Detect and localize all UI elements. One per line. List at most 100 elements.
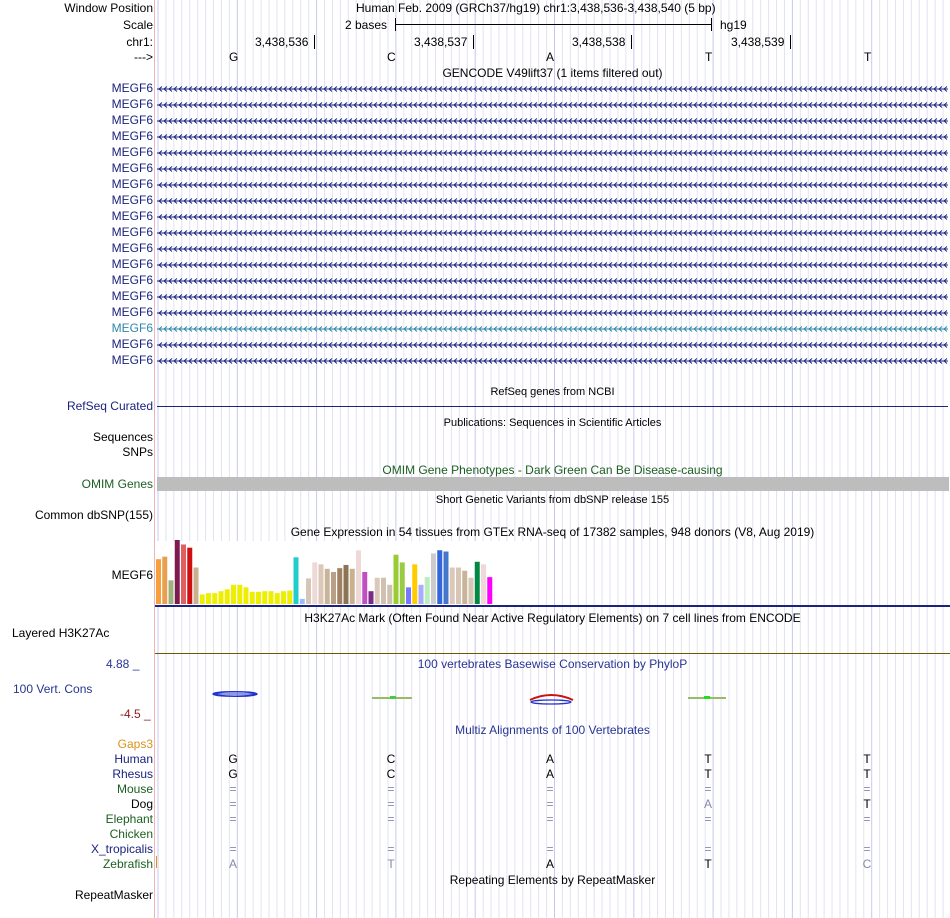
gtex-tissue-bar[interactable] xyxy=(206,593,211,604)
gencode-transcript-line[interactable] xyxy=(157,213,948,221)
phylop-graph[interactable] xyxy=(155,680,950,710)
h3k27ac-track-label[interactable]: Layered H3K27Ac xyxy=(12,626,110,640)
gtex-tissue-bar[interactable] xyxy=(331,572,336,604)
gencode-transcript-line[interactable] xyxy=(157,101,948,109)
multiz-species-label[interactable]: Elephant xyxy=(105,812,153,826)
gtex-tissue-bar[interactable] xyxy=(299,598,305,604)
gencode-gene-label[interactable]: MEGF6 xyxy=(111,353,153,367)
gencode-transcript-line[interactable] xyxy=(157,85,948,93)
gtex-tissue-bar[interactable] xyxy=(337,568,343,604)
multiz-species-label[interactable]: Rhesus xyxy=(112,767,153,781)
gtex-tissue-bar[interactable] xyxy=(356,550,361,604)
gtex-tissue-bar[interactable] xyxy=(343,564,349,604)
gencode-gene-label[interactable]: MEGF6 xyxy=(111,305,153,319)
gtex-tissue-bar[interactable] xyxy=(199,594,205,604)
phylop-track-label[interactable]: 100 Vert. Cons xyxy=(13,682,93,696)
multiz-species-label[interactable]: Human xyxy=(114,752,153,766)
gencode-gene-label[interactable]: MEGF6 xyxy=(111,145,153,159)
refseq-track-title[interactable]: RefSeq genes from NCBI xyxy=(490,386,615,398)
omim-track-title[interactable]: OMIM Gene Phenotypes - Dark Green Can Be… xyxy=(382,463,723,477)
gencode-gene-label[interactable]: MEGF6 xyxy=(111,97,153,111)
gtex-tissue-bar[interactable] xyxy=(431,553,436,604)
gtex-tissue-bar[interactable] xyxy=(362,572,368,604)
gtex-tissue-bar[interactable] xyxy=(262,591,268,604)
gtex-track-label[interactable]: MEGF6 xyxy=(111,568,153,582)
gencode-transcript-line[interactable] xyxy=(157,261,948,269)
gtex-tissue-bar[interactable] xyxy=(437,550,443,604)
gtex-tissue-bar[interactable] xyxy=(237,584,243,604)
gtex-tissue-bar[interactable] xyxy=(162,556,168,604)
gtex-tissue-bar[interactable] xyxy=(306,578,311,604)
gtex-tissue-bar[interactable] xyxy=(256,591,261,604)
gtex-tissue-bar[interactable] xyxy=(181,544,186,604)
gtex-tissue-bar[interactable] xyxy=(487,577,493,604)
h3k27ac-track-title[interactable]: H3K27Ac Mark (Often Found Near Active Re… xyxy=(304,611,801,625)
gencode-transcript-line[interactable] xyxy=(157,149,948,157)
repeatmasker-track-label[interactable]: RepeatMasker xyxy=(74,888,153,902)
gtex-tissue-bar[interactable] xyxy=(174,540,180,604)
gencode-transcript-line[interactable] xyxy=(157,197,948,205)
gencode-gene-label[interactable]: MEGF6 xyxy=(111,177,153,191)
gtex-tissue-bar[interactable] xyxy=(368,591,374,604)
gtex-tissue-bar[interactable] xyxy=(224,589,230,604)
multiz-species-label[interactable]: Mouse xyxy=(116,782,153,796)
multiz-gaps-label[interactable]: Gaps3 xyxy=(117,737,153,751)
gtex-tissue-bar[interactable] xyxy=(481,564,486,604)
gtex-tissue-bar[interactable] xyxy=(387,584,393,604)
dbsnp-track-label[interactable]: Common dbSNP(155) xyxy=(34,508,153,522)
gencode-gene-label[interactable]: MEGF6 xyxy=(111,161,153,175)
gtex-tissue-bar[interactable] xyxy=(249,591,255,604)
gtex-tissue-bar[interactable] xyxy=(231,584,236,604)
strand-label[interactable]: ---> xyxy=(134,50,153,64)
publications-snps-label[interactable]: SNPs xyxy=(122,445,153,459)
gencode-gene-label[interactable]: MEGF6 xyxy=(111,273,153,287)
gtex-tissue-bar[interactable] xyxy=(412,564,418,604)
gtex-tissue-bar[interactable] xyxy=(424,577,430,604)
gtex-tissue-bar[interactable] xyxy=(349,568,355,604)
gencode-gene-label[interactable]: MEGF6 xyxy=(111,321,153,335)
gencode-gene-label[interactable]: MEGF6 xyxy=(111,113,153,127)
gencode-transcript-line[interactable] xyxy=(157,277,948,285)
gencode-gene-label[interactable]: MEGF6 xyxy=(111,337,153,351)
gtex-track-title[interactable]: Gene Expression in 54 tissues from GTEx … xyxy=(290,525,815,539)
gencode-transcript-line[interactable] xyxy=(157,181,948,189)
gencode-gene-label[interactable]: MEGF6 xyxy=(111,241,153,255)
window-position-label[interactable]: Window Position xyxy=(64,1,153,15)
omim-gene-bar[interactable] xyxy=(157,477,949,491)
gtex-tissue-bar[interactable] xyxy=(156,559,161,604)
multiz-species-label[interactable]: X_tropicalis xyxy=(90,842,153,856)
gencode-gene-label[interactable]: MEGF6 xyxy=(111,81,153,95)
gtex-tissue-bar[interactable] xyxy=(449,567,455,604)
gencode-transcript-line[interactable] xyxy=(157,293,948,301)
gencode-gene-label[interactable]: MEGF6 xyxy=(111,225,153,239)
gtex-tissue-bar[interactable] xyxy=(324,568,330,604)
gtex-barchart[interactable] xyxy=(155,539,545,606)
gtex-tissue-bar[interactable] xyxy=(281,591,286,604)
gtex-tissue-bar[interactable] xyxy=(406,587,411,604)
gtex-tissue-bar[interactable] xyxy=(274,593,280,604)
omim-track-label[interactable]: OMIM Genes xyxy=(81,477,153,491)
gtex-tissue-bar[interactable] xyxy=(287,590,293,604)
gtex-tissue-bar[interactable] xyxy=(318,564,324,604)
gtex-tissue-bar[interactable] xyxy=(443,551,449,604)
gtex-tissue-bar[interactable] xyxy=(193,567,199,604)
chrom-label[interactable]: chr1: xyxy=(126,35,153,49)
refseq-track-label[interactable]: RefSeq Curated xyxy=(66,399,153,413)
gencode-gene-label[interactable]: MEGF6 xyxy=(111,257,153,271)
gtex-tissue-bar[interactable] xyxy=(243,587,249,604)
gencode-gene-label[interactable]: MEGF6 xyxy=(111,289,153,303)
publications-sequences-label[interactable]: Sequences xyxy=(92,430,153,444)
gtex-tissue-bar[interactable] xyxy=(381,577,386,604)
repeatmasker-track-title[interactable]: Repeating Elements by RepeatMasker xyxy=(449,873,656,887)
multiz-track-title[interactable]: Multiz Alignments of 100 Vertebrates xyxy=(455,723,650,737)
gencode-gene-label[interactable]: MEGF6 xyxy=(111,209,153,223)
gencode-track-title[interactable]: GENCODE V49lift37 (1 items filtered out) xyxy=(442,66,663,80)
gencode-transcript-line[interactable] xyxy=(157,133,948,141)
gencode-gene-label[interactable]: MEGF6 xyxy=(111,193,153,207)
gtex-tissue-bar[interactable] xyxy=(268,591,274,604)
dbsnp-track-title[interactable]: Short Genetic Variants from dbSNP releas… xyxy=(435,494,670,506)
gtex-tissue-bar[interactable] xyxy=(474,561,480,604)
gencode-transcript-line[interactable] xyxy=(157,341,948,349)
gtex-tissue-bar[interactable] xyxy=(393,554,399,604)
gencode-transcript-line[interactable] xyxy=(157,165,948,173)
